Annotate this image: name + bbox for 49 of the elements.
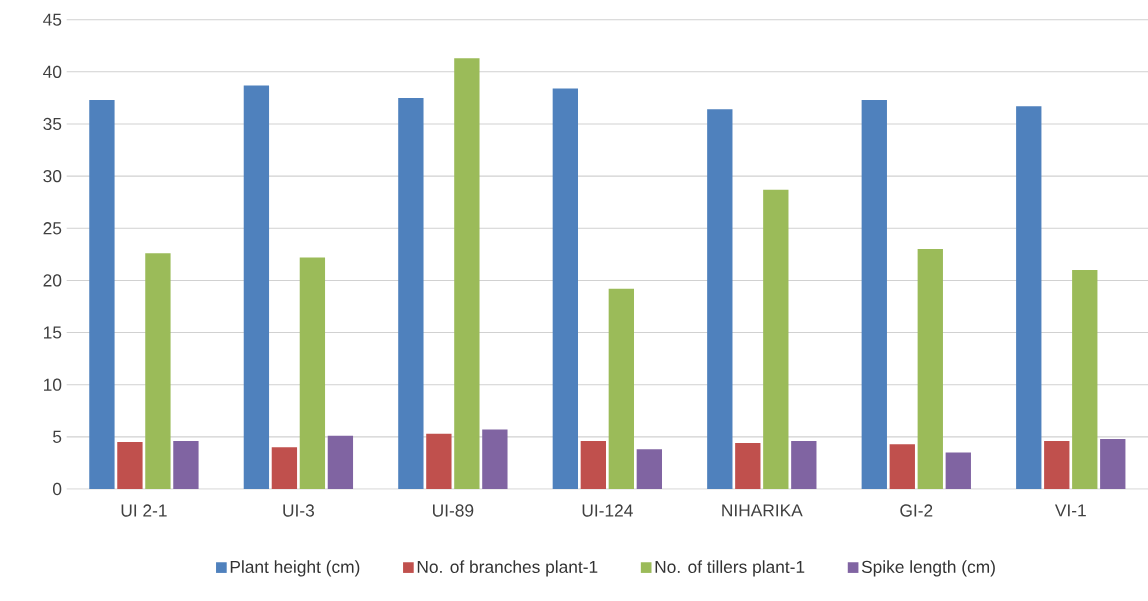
y-tick-label: 20 xyxy=(43,274,62,287)
legend-label: No. of branches plant-1 xyxy=(417,560,598,577)
bar xyxy=(173,441,199,489)
bar xyxy=(1016,106,1042,489)
bar xyxy=(454,58,480,489)
bar xyxy=(1100,438,1126,489)
legend-label: Plant height (cm) xyxy=(230,560,360,577)
bar xyxy=(917,249,943,489)
bar xyxy=(1072,269,1098,489)
y-tick-label: 5 xyxy=(53,430,62,443)
bar xyxy=(735,443,761,489)
bar xyxy=(1044,441,1070,489)
bar xyxy=(117,442,143,489)
x-tick-label: UI-124 xyxy=(582,504,633,517)
bar xyxy=(608,288,635,489)
y-tick-label: 45 xyxy=(43,13,62,26)
bar xyxy=(398,97,424,489)
bar xyxy=(299,257,326,489)
y-tick-label: 10 xyxy=(44,378,62,391)
bar xyxy=(89,99,115,489)
bar xyxy=(889,444,915,489)
y-tick-label: 30 xyxy=(43,169,62,183)
y-tick-label: 15 xyxy=(44,326,62,339)
bar xyxy=(145,253,171,489)
bar xyxy=(861,99,887,489)
bar xyxy=(327,435,354,489)
bar xyxy=(552,88,579,489)
bar xyxy=(791,441,817,489)
y-tick-label: 25 xyxy=(43,222,62,235)
x-tick-label: UI-3 xyxy=(283,504,315,517)
bar xyxy=(243,85,270,489)
x-tick-label: VI-1 xyxy=(1054,504,1086,517)
x-tick-label: UI 2-1 xyxy=(121,504,167,517)
legend-label: No. of tillers plant-1 xyxy=(655,560,805,577)
bar xyxy=(945,452,971,489)
bar xyxy=(636,449,663,489)
bar xyxy=(426,433,452,489)
x-tick-label: NIHARIKA xyxy=(722,504,803,517)
x-tick-label: UI-89 xyxy=(433,504,474,517)
bar xyxy=(580,441,607,489)
bar xyxy=(482,429,508,489)
bar xyxy=(763,189,789,489)
y-tick-label: 40 xyxy=(43,65,62,78)
legend-label: Spike length (cm) xyxy=(861,560,995,577)
y-tick-label: 35 xyxy=(43,117,62,131)
y-tick-label: 0 xyxy=(52,482,62,496)
bar xyxy=(707,109,733,489)
x-tick-label: GI-2 xyxy=(900,504,933,517)
bar xyxy=(271,447,298,489)
